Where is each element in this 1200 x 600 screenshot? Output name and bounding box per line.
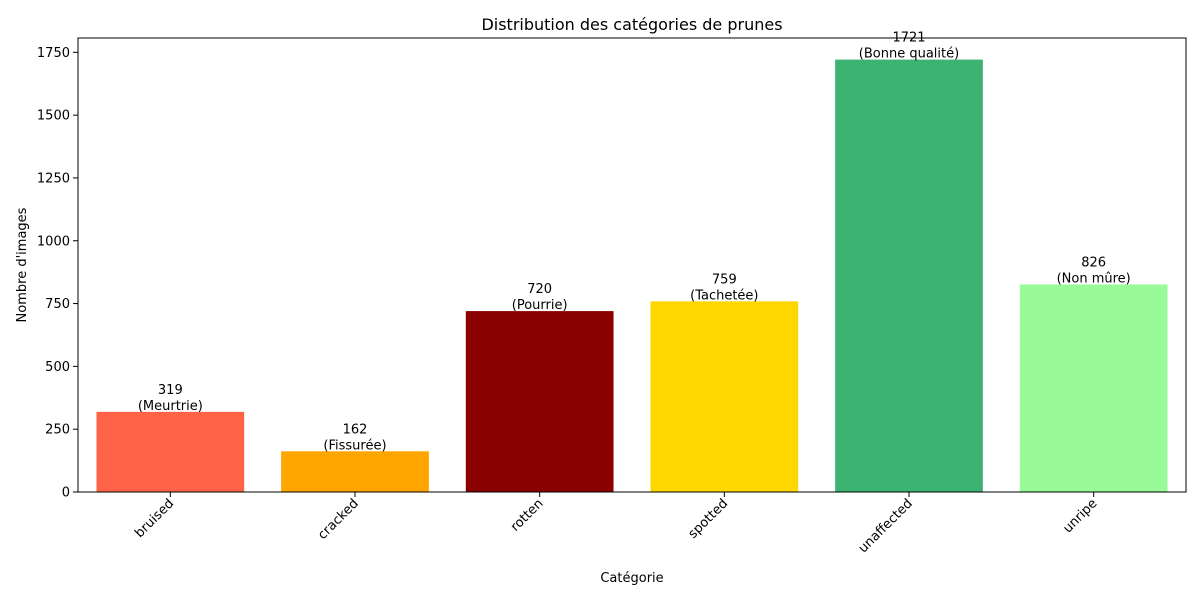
x-tick-label: rotten [508,496,547,535]
y-tick-label: 1500 [37,109,70,124]
chart-title: Distribution des catégories de prunes [481,15,782,34]
x-tick-label: unaffected [856,496,916,556]
x-axis-label: Catégorie [600,571,663,586]
x-tick-label: cracked [315,496,362,543]
y-tick-label: 0 [62,486,70,501]
y-tick-label: 500 [45,360,70,375]
bar-value-label: 759 [712,272,737,287]
x-tick-label: bruised [132,496,177,541]
bar-spotted [650,301,799,492]
bar-unripe [1019,284,1168,492]
bar-annotation-label: (Meurtrie) [138,399,203,414]
bar-cracked [281,451,429,492]
y-tick-label: 1750 [37,46,70,61]
x-tick-label: spotted [686,496,732,542]
y-tick-label: 1000 [37,234,70,249]
x-tick-label: unripe [1060,496,1100,536]
y-tick-label: 1250 [37,171,70,186]
bar-unaffected [835,59,983,492]
y-tick-label: 750 [45,297,70,312]
bar-annotation-label: (Fissurée) [323,438,386,453]
bar-value-label: 319 [158,383,183,398]
bar-annotation-label: (Pourrie) [512,298,568,313]
bar-value-label: 720 [527,282,552,297]
plot-area: 319(Meurtrie) 162(Fissurée) 720(Pourrie) 75… [37,31,1187,556]
plot-frame [77,37,1187,493]
bar-bruised [96,411,245,492]
y-tick-label: 250 [45,423,70,438]
bar-annotation-label: (Bonne qualité) [859,47,959,62]
bar-annotation-label: (Non mûre) [1057,271,1131,286]
y-axis-label: Nombre d'images [15,207,30,322]
bar-annotation-label: (Tachetée) [690,288,758,303]
bar-value-label: 826 [1081,255,1106,270]
bar-rotten [465,311,614,492]
bar-value-label: 162 [343,422,368,437]
